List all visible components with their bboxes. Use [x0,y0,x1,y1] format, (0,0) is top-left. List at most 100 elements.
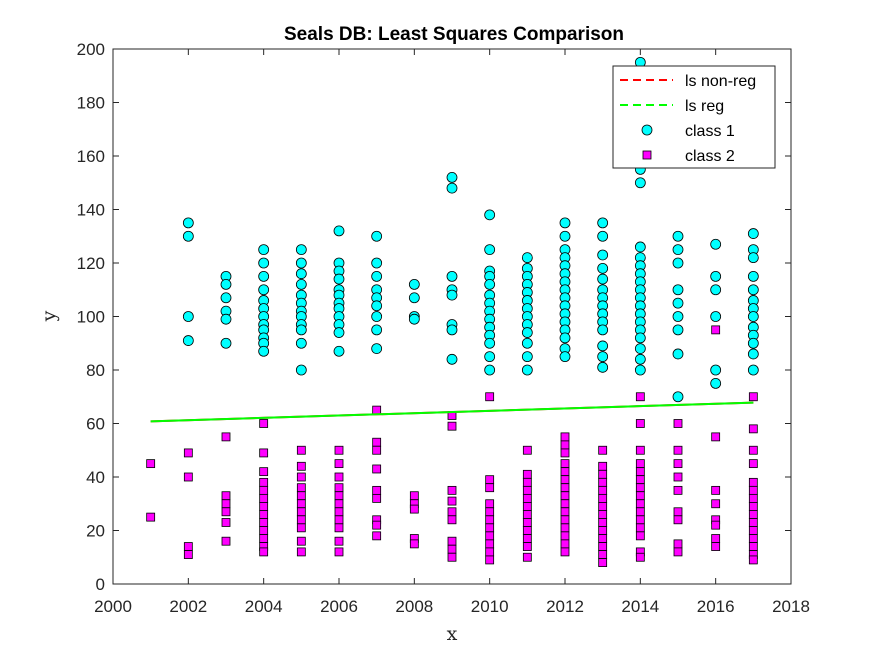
class-2-point [560,515,570,525]
class-2-point [635,392,645,402]
class-1-point [446,289,458,301]
class-2-point [522,518,532,527]
class-2-point [296,499,306,509]
class-2-point [447,496,457,506]
class-1-point [559,217,571,229]
x-tick-label: 2012 [546,597,584,616]
class-1-point [634,353,646,365]
class-1-point [371,270,383,282]
class-1-point [408,278,420,290]
class-2-point [748,555,758,565]
y-tick-label: 40 [86,468,105,487]
class-2-point [409,539,419,549]
class-1-point [521,337,533,349]
class-1-point [333,273,345,285]
class-2-point [598,542,608,551]
class-1-point [446,353,458,365]
class-1-point [295,324,307,336]
y-tick-label: 140 [77,201,105,220]
class-1-point [672,230,684,242]
class-2-point [447,421,457,431]
class-2-point [673,539,683,549]
class-2-point [711,534,721,543]
ls-reg-line [150,401,754,423]
x-tick-label: 2014 [621,597,659,616]
legend-circle-swatch [641,124,653,136]
class-2-point [259,467,269,477]
class-1-point [597,324,609,336]
class-2-point [221,507,231,517]
class-1-point [747,270,759,282]
class-2-point [485,531,495,541]
x-tick-label: 2000 [94,597,132,616]
class-1-point [634,241,646,253]
class-2-point [485,555,495,565]
class-1-point [371,324,383,336]
class-2-point [183,472,193,482]
class-2-point [334,491,344,501]
class-1-point [747,364,759,376]
class-2-point [635,507,645,517]
class-2-point [560,547,570,557]
class-2-point [748,542,758,551]
class-2-point [296,547,306,557]
class-2-point [748,502,758,511]
class-2-point [183,550,193,559]
class-2-point [598,518,608,527]
class-2-point [748,424,758,434]
class-2-point [560,483,570,493]
class-2-point [296,445,306,455]
class-2-point [635,523,645,533]
class-1-point [672,391,684,403]
class-1-point [371,257,383,269]
class-2-point [259,477,269,487]
class-2-point [598,550,608,559]
class-1-point [295,268,307,280]
class-2-point [334,515,344,525]
class-1-point [220,313,232,325]
class-1-point [446,270,458,282]
class-2-point [598,534,608,543]
class-2-point [635,483,645,493]
class-2-point [673,515,683,525]
class-2-point [560,491,570,501]
class-1-point [672,244,684,256]
class-1-point [634,332,646,344]
chart-title: Seals DB: Least Squares Comparison [284,24,624,45]
class-2-point [748,534,758,543]
x-tick-label: 2018 [772,597,810,616]
class-2-point [522,502,532,511]
class-2-point [748,445,758,455]
y-tick-label: 120 [77,254,105,273]
class-2-point [635,531,645,541]
class-2-point [259,485,269,495]
x-axis-label: x [447,623,458,645]
class-2-point [146,459,156,469]
class-1-point [634,177,646,189]
class-1-point [484,244,496,256]
class-2-point [221,491,231,501]
class-2-point [259,448,269,458]
class-2-point [598,510,608,519]
class-2-point [372,464,382,474]
class-1-point [258,345,270,357]
class-2-point [334,483,344,493]
class-2-point [560,499,570,509]
class-2-point [372,493,382,503]
legend-square-swatch [642,150,652,160]
class-2-point [334,536,344,546]
y-axis-label: y [38,310,60,322]
class-2-point [183,542,193,551]
y-tick-label: 20 [86,522,105,541]
class-2-point [673,507,683,517]
class-1-point [220,337,232,349]
class-2-point [560,440,570,450]
class-2-point [711,485,721,495]
class-2-point [673,547,683,557]
class-2-point [409,491,419,501]
class-2-point [259,534,269,543]
class-2-point [522,469,532,479]
class-2-point [598,461,608,471]
class-2-point [711,499,721,509]
class-2-point [673,419,683,428]
